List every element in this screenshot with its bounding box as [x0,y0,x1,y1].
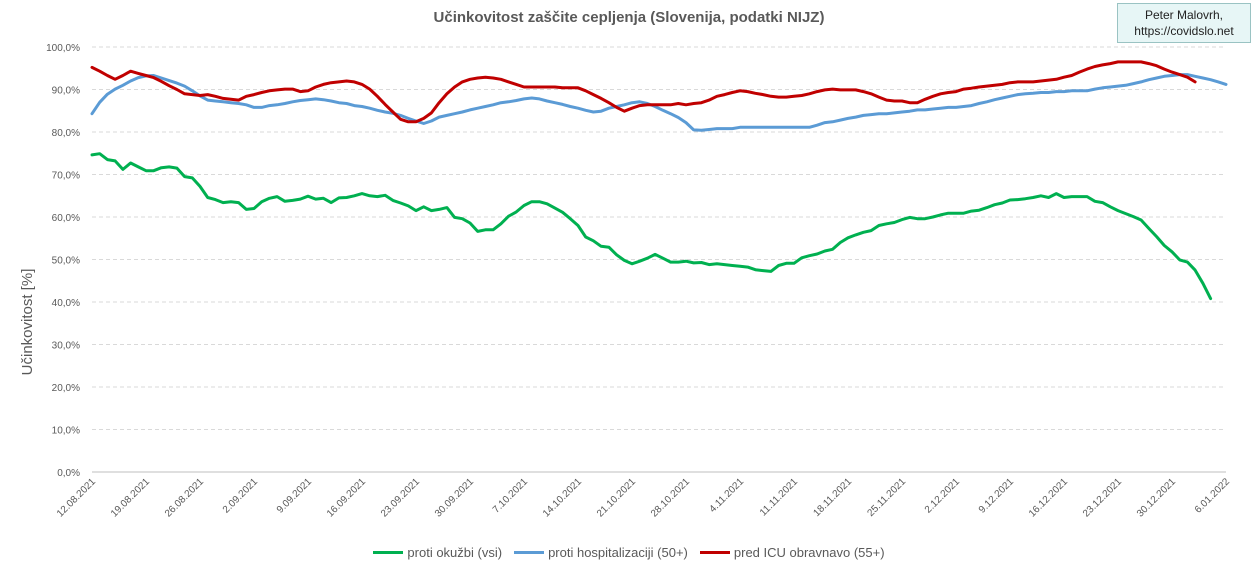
x-tick-label: 23.12.2021 [1081,476,1124,519]
x-tick-label: 23.09.2021 [379,476,422,519]
series-line [90,152,1213,301]
author-box: Peter Malovrh, https://covidslo.net [1117,3,1251,43]
legend-label: proti hospitalizaciji (50+) [548,545,688,560]
grid-lines [92,46,1226,473]
y-tick-label: 20,0% [52,383,80,394]
y-tick-label: 30,0% [52,341,80,352]
x-tick-label: 16.09.2021 [325,476,368,519]
series-line [90,73,1228,132]
x-tick-label: 11.11.2021 [758,476,800,518]
x-tick-label: 9.12.2021 [977,476,1017,516]
x-tick-label: 12.08.2021 [55,476,98,519]
x-axis-ticks: 12.08.2021 19.08.2021 26.08.2021 2.09.2021 9… [55,476,1232,519]
y-axis-label: Učinkovitost [%] [19,269,36,376]
y-tick-label: 60,0% [52,213,80,224]
chart-title: Učinkovitost zaščite cepljenja (Slovenij… [433,9,825,26]
x-tick-label: 9.09.2021 [275,476,315,516]
x-tick-label: 7.10.2021 [491,476,531,516]
x-tick-label: 2.09.2021 [221,476,261,516]
x-tick-label: 6.01.2022 [1193,476,1233,516]
legend-swatch [699,551,730,554]
author-name: Peter Malovrh, [1144,8,1224,22]
y-tick-label: 0,0% [57,468,80,479]
legend-swatch [514,551,545,554]
author-url[interactable]: https://covidslo.net [1134,24,1234,38]
x-tick-label: 28.10.2021 [649,476,692,519]
legend-item: proti hospitalizaciji (50+) [514,545,688,560]
legend-item: proti okužbi (vsi) [373,545,502,560]
x-tick-label: 4.11.2021 [707,476,746,515]
legend-label: pred ICU obravnavo (55+) [733,545,885,560]
x-tick-label: 14.10.2021 [541,476,584,519]
x-tick-label: 25.11.2021 [865,476,908,519]
y-tick-label: 40,0% [52,298,80,309]
y-tick-label: 90,0% [52,86,80,97]
legend: proti okužbi (vsi) proti hospitalizaciji … [0,542,1258,560]
legend-item: pred ICU obravnavo (55+) [699,545,885,560]
y-tick-label: 70,0% [52,171,80,182]
y-tick-label: 80,0% [52,128,80,139]
y-tick-label: 10,0% [52,426,80,437]
y-tick-label: 50,0% [52,256,80,267]
legend-label: proti okužbi (vsi) [407,545,503,560]
x-tick-label: 30.09.2021 [433,476,476,519]
x-tick-label: 18.11.2021 [811,476,854,519]
y-tick-label: 100,0% [46,43,80,54]
x-tick-label: 19.08.2021 [109,476,152,519]
legend-swatch [373,551,404,554]
x-tick-label: 16.12.2021 [1027,476,1070,519]
x-tick-label: 2.12.2021 [923,476,963,516]
series-line [90,60,1197,124]
x-tick-label: 30.12.2021 [1135,476,1178,519]
x-tick-label: 21.10.2021 [595,476,638,519]
y-axis-ticks: 0,0% 10,0% 20,0% 30,0% 40,0% 50,0% 60,0% 70,0% 8… [46,43,80,479]
x-tick-label: 26.08.2021 [163,476,206,519]
series-lines [90,60,1228,301]
